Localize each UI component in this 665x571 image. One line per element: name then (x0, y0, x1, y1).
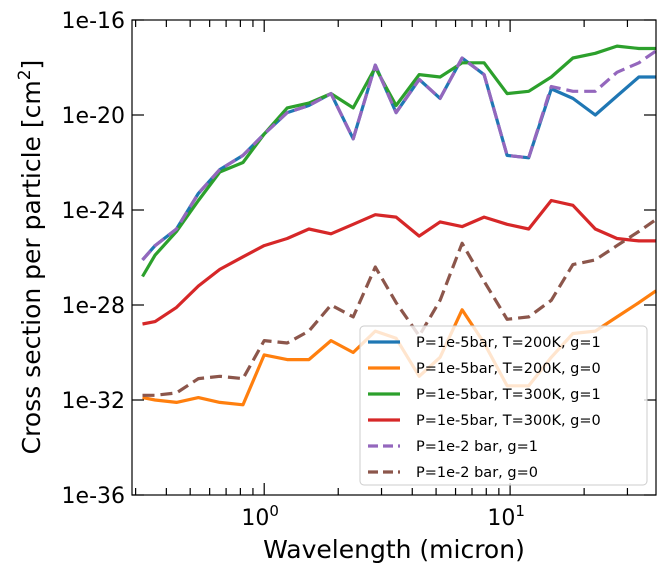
legend-label: P=1e-5bar, T=200K, g=0 (416, 361, 601, 377)
legend-box (359, 325, 648, 486)
legend-entry: P=1e-5bar, T=300K, g=1 (368, 387, 601, 403)
x-tick-label: 100 (241, 502, 279, 531)
legend-label: P=1e-5bar, T=300K, g=1 (416, 387, 601, 403)
ticks-layer (132, 19, 656, 496)
y-tick-label: 1e-32 (62, 389, 125, 414)
y-axis-label-main: Cross section per particle [cm (17, 80, 46, 454)
legend-label: P=1e-5bar, T=200K, g=1 (416, 335, 601, 351)
x-axis-label: Wavelength (micron) (263, 535, 525, 564)
y-axis-label-sup: 2 (15, 69, 35, 80)
y-axis-label: Cross section per particle [cm2] (15, 60, 46, 455)
legend-label: P=1e-5bar, T=300K, g=0 (416, 413, 601, 429)
y-tick-label: 1e-16 (62, 9, 125, 34)
legend-entry: P=1e-2 bar, g=0 (368, 465, 538, 481)
y-axis-label-suffix: ] (17, 60, 46, 70)
legend-entry: P=1e-2 bar, g=1 (368, 439, 538, 455)
y-tick-label: 1e-20 (62, 104, 125, 129)
legend-entry: P=1e-5bar, T=300K, g=0 (368, 413, 601, 429)
y-tick-label: 1e-36 (62, 484, 125, 509)
series-line-6 (142, 218, 657, 397)
legend-label: P=1e-2 bar, g=1 (416, 439, 538, 455)
x-tick-label: 101 (487, 502, 525, 531)
series-line-4 (142, 198, 656, 326)
series-line-1 (141, 56, 656, 261)
y-tick-labels: 1e-16 1e-20 1e-24 1e-28 1e-32 1e-36 (62, 9, 125, 509)
legend: P=1e-5bar, T=200K, g=1 P=1e-5bar, T=200K,… (359, 325, 648, 486)
legend-label: P=1e-2 bar, g=0 (416, 465, 538, 481)
y-tick-label: 1e-28 (62, 294, 125, 319)
series-line-3 (141, 44, 656, 278)
plot-frame (131, 19, 657, 496)
legend-entry: P=1e-5bar, T=200K, g=1 (368, 335, 601, 351)
legend-entry: P=1e-5bar, T=200K, g=0 (368, 361, 601, 377)
x-tick-labels: 100 101 (241, 502, 524, 531)
series-layer (141, 44, 657, 407)
series-line-5 (141, 49, 657, 261)
y-tick-label: 1e-24 (62, 199, 125, 224)
